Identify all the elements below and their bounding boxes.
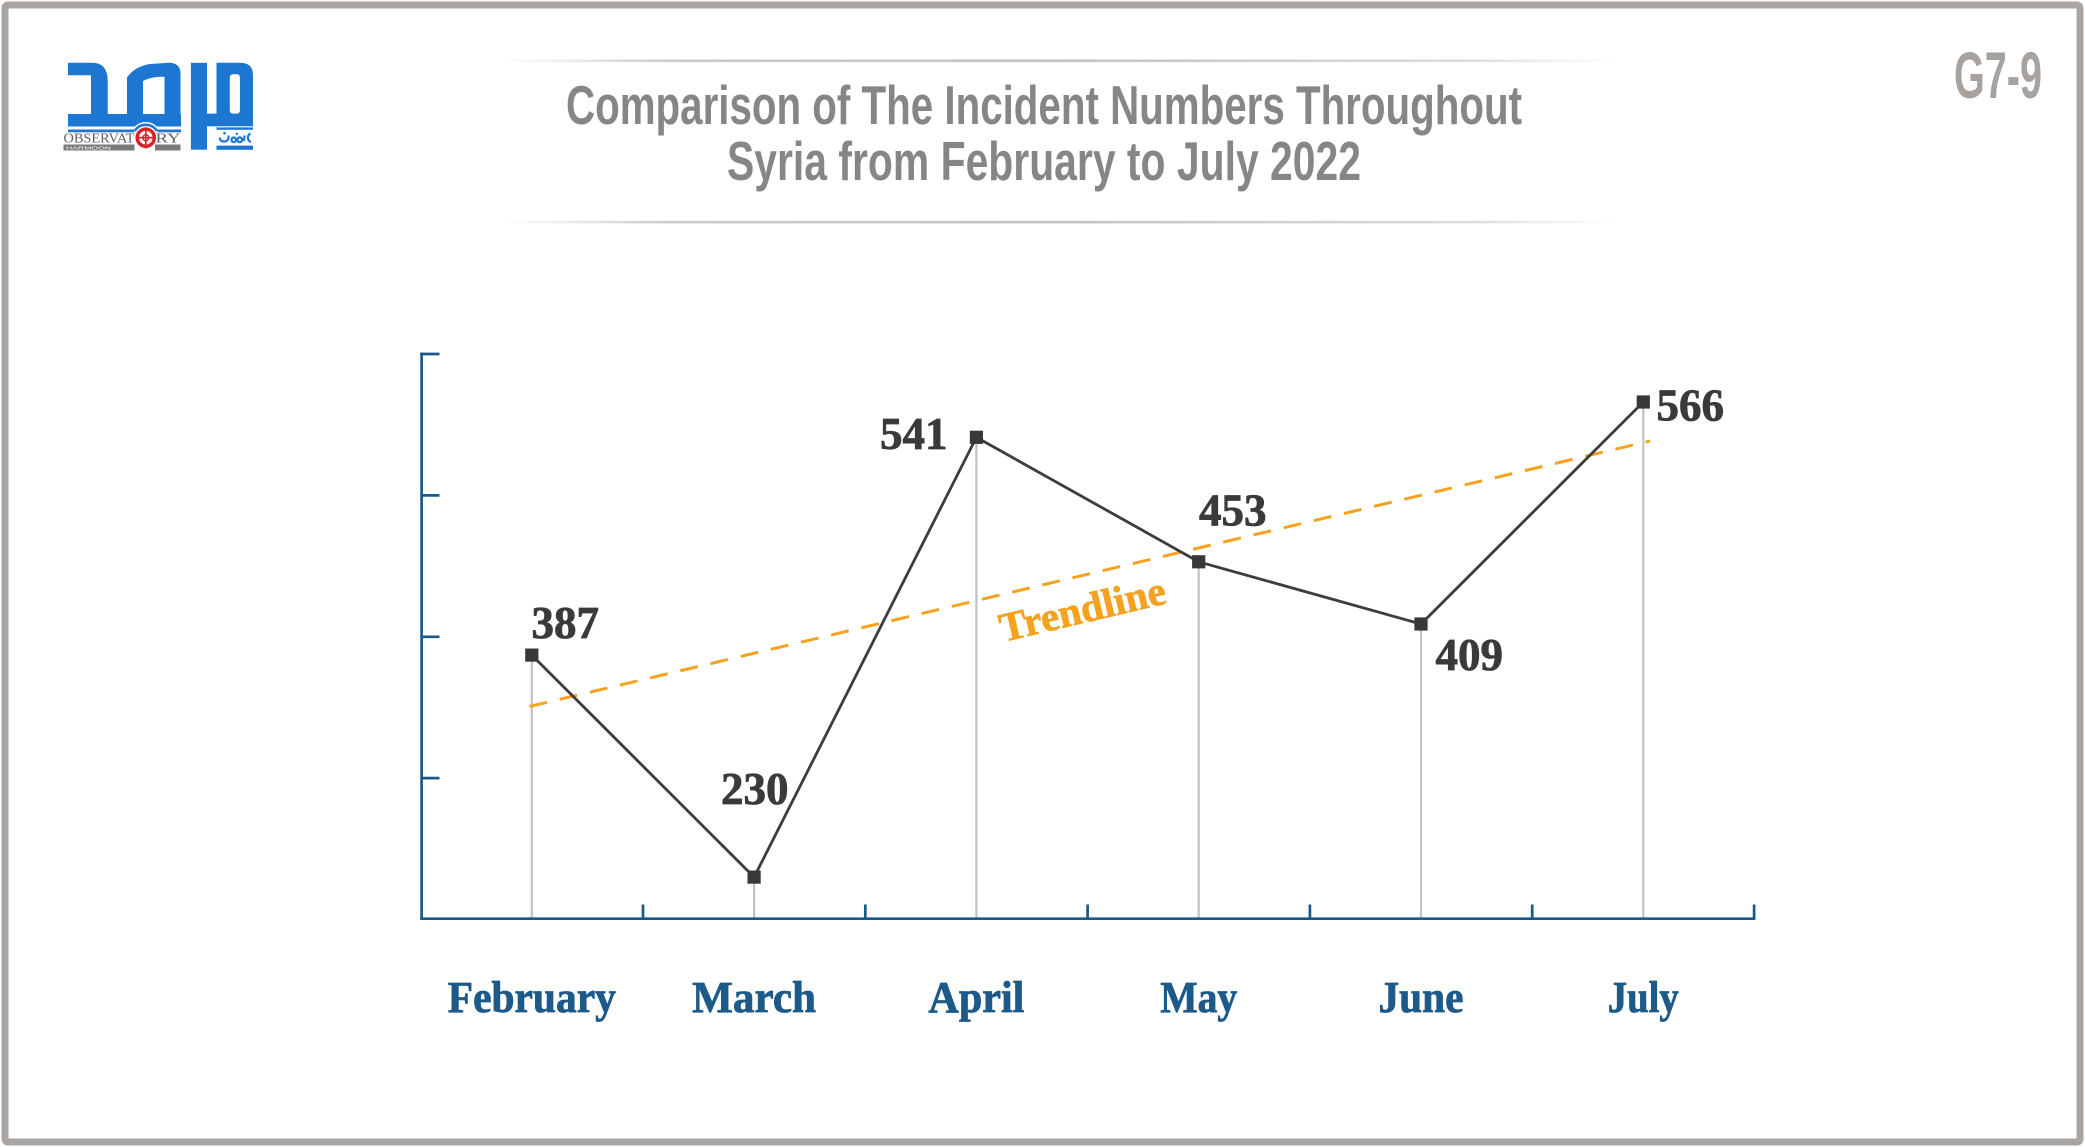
svg-text:May: May (1160, 973, 1237, 1022)
svg-text:G7-9: G7-9 (1954, 38, 2042, 112)
svg-text:April: April (928, 973, 1024, 1022)
svg-text:387: 387 (532, 598, 600, 648)
svg-text:July: July (1608, 973, 1679, 1022)
svg-text:Syria from February to July 20: Syria from February to July 2022 (727, 130, 1361, 192)
svg-text:566: 566 (1657, 381, 1725, 431)
svg-text:RY: RY (156, 132, 181, 147)
svg-text:Comparison of The Incident Num: Comparison of The Incident Numbers Throu… (566, 74, 1522, 136)
svg-text:February: February (448, 973, 616, 1022)
svg-text:OBSERVAT: OBSERVAT (64, 132, 135, 147)
svg-text:June: June (1379, 973, 1464, 1022)
svg-text:March: March (692, 973, 816, 1022)
svg-text:453: 453 (1199, 486, 1267, 536)
svg-text:230: 230 (721, 764, 789, 814)
svg-text:Trendline: Trendline (995, 567, 1170, 651)
svg-text:HARMOON: HARMOON (66, 146, 111, 151)
svg-text:541: 541 (880, 409, 948, 459)
svg-text:409: 409 (1436, 630, 1504, 680)
